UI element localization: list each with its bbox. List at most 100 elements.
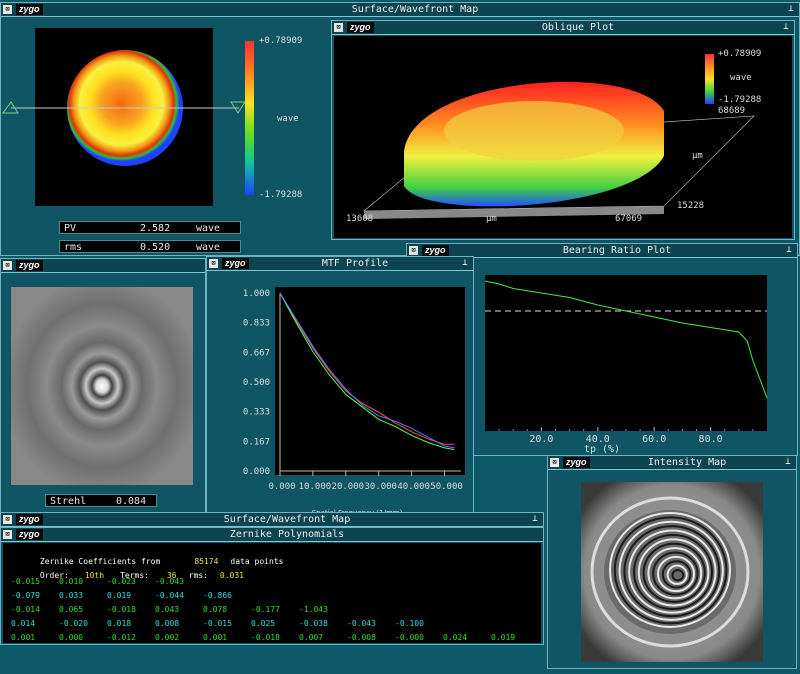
close-icon[interactable]: ⊠ (334, 23, 343, 32)
close-icon[interactable]: ⊠ (3, 261, 12, 270)
zernike-coeff: -0.038 (299, 619, 328, 628)
zernike-points: 85174 (194, 557, 219, 566)
window-title: Bearing Ratio Plot (562, 245, 672, 256)
pin-icon[interactable]: ⊥ (783, 22, 789, 32)
zernike-coeff: -0.043 (155, 577, 184, 586)
mtf-profile-titlebar[interactable]: ⊠ zygo MTF Profile ⊥ (207, 257, 473, 271)
zernike-coeff: -0.015 (11, 577, 40, 586)
pin-icon[interactable]: ⊥ (532, 514, 538, 524)
pv-unit: wave (196, 223, 221, 234)
rms-label: rms (64, 242, 83, 253)
zernike-coeff: 0.078 (203, 605, 228, 614)
pin-icon[interactable]: ⊥ (462, 258, 468, 268)
mtf-x-tick-label: 20.000 (332, 482, 365, 492)
oblique-surface-image (363, 81, 755, 219)
pin-icon[interactable]: ⊥ (788, 4, 794, 14)
fringe-ring (661, 560, 692, 589)
zernike-header-prefix: Zernike Coefficients from (39, 557, 161, 566)
mtf-y-tick-label: 0.833 (243, 319, 270, 329)
intensity-map-window: ⊠ zygo Intensity Map ⊥ (547, 455, 797, 669)
pin-icon[interactable]: ⊥ (786, 245, 792, 255)
zernike-coeff: -0.015 (203, 619, 232, 628)
pv-readout: PV 2.582 wave (59, 221, 241, 234)
psf-image (11, 287, 193, 485)
mtf-chart[interactable]: 1.000 0.833 0.667 0.500 0.333 0.167 0.000 0.000… (207, 271, 473, 517)
bearing-x-tick-label: 40.0 (586, 434, 610, 445)
mtf-y-tick-label: 0.167 (243, 437, 270, 447)
zernike-coeff-row: 0.001 0.000 -0.012 0.002 0.001 -0.018 0.007 -0.… (11, 633, 539, 642)
bearing-ratio-chart[interactable]: 20.0 40.0 60.0 80.0 tp (%) (407, 258, 799, 456)
close-icon[interactable]: ⊠ (550, 458, 559, 467)
close-icon[interactable]: ⊠ (209, 259, 218, 268)
rms-unit: wave (196, 242, 221, 253)
strehl-label: Strehl (50, 496, 87, 507)
zygo-logo: zygo (16, 260, 43, 271)
zernike-coeff: 0.019 (107, 591, 132, 600)
zernike-coeff: -0.043 (347, 619, 376, 628)
bearing-series-line (484, 280, 768, 399)
scale-max-label: +0.78909 (259, 36, 303, 46)
surface-map-titlebar[interactable]: ⊠ zygo Surface/Wavefront Map ⊥ (1, 3, 799, 17)
fringe-ring (671, 569, 685, 582)
bearing-x-tick-label: 60.0 (642, 434, 666, 445)
window-title: Intensity Map (647, 457, 727, 468)
fringe-ring (613, 516, 728, 625)
mtf-series-line-3 (279, 292, 455, 449)
close-icon[interactable]: ⊠ (3, 530, 12, 539)
oblique-plot-canvas[interactable] (334, 36, 792, 238)
zernike-coeff: 0.065 (59, 605, 84, 614)
order-value: 10th (84, 571, 105, 580)
zernike-header-suffix: data points (230, 557, 284, 566)
psf-titlebar[interactable]: ⊠ zygo (1, 259, 205, 273)
mtf-plot-area (275, 287, 465, 475)
terms-value: 36 (166, 571, 177, 580)
zernike-coeff: -0.079 (11, 591, 40, 600)
profile-line[interactable] (1, 98, 251, 118)
zernike-titlebar[interactable]: ⊠ zygo Zernike Polynomials (1, 528, 543, 542)
close-icon[interactable]: ⊠ (3, 515, 12, 524)
fringe-ring (647, 547, 703, 600)
mtf-y-tick-label: 0.500 (243, 378, 270, 388)
window-title: Zernike Polynomials (229, 529, 345, 540)
zygo-logo: zygo (16, 529, 43, 540)
oblique-z-extent: 68689 (718, 106, 746, 116)
oblique-scale-max: +0.78909 (718, 49, 762, 59)
psf-window: ⊠ zygo Strehl 0.0 (0, 258, 206, 514)
intensity-map-titlebar[interactable]: ⊠ zygo Intensity Map ⊥ (548, 456, 796, 470)
surface-map-canvas[interactable] (35, 28, 213, 206)
pin-icon[interactable]: ⊥ (785, 457, 791, 467)
zernike-coeff: -1.043 (299, 605, 328, 614)
oblique-scale-min: -1.79288 (718, 95, 762, 105)
zernike-text-panel[interactable]: Zernike Coefficients from 85174 data point… (3, 543, 541, 643)
mtf-y-tick-label: 0.000 (243, 467, 270, 477)
oblique-plot-window: ⊠ zygo Oblique Plot ⊥ +0.78909 wave -1.7… (331, 20, 795, 240)
zernike-coeff: 0.018 (107, 619, 132, 628)
mtf-x-tick-label: 10.000 (299, 482, 332, 492)
bearing-ratio-xlabel: tp (%) (584, 444, 620, 455)
mtf-x-tick-label: 30.000 (364, 482, 397, 492)
intensity-map-canvas[interactable] (581, 482, 763, 662)
mtf-y-tick-label: 1.000 (243, 289, 270, 299)
zernike-coeff: -0.008 (347, 633, 376, 642)
terms-label: Terms: (120, 571, 149, 580)
oblique-x-min: 13608 (346, 214, 374, 224)
fringe-ring (609, 512, 731, 628)
zernike-coeff: 0.001 (203, 633, 228, 642)
fringe-ring (633, 533, 713, 611)
zernike-coeff: -0.018 (251, 633, 280, 642)
zernike-back-titlebar[interactable]: ⊠ zygo Surface/Wavefront Map ⊥ (1, 513, 543, 527)
fringe-ring (666, 564, 688, 585)
fringe-ring (618, 520, 724, 621)
mtf-y-tick-label: 0.333 (243, 408, 270, 418)
bearing-ratio-titlebar[interactable]: ⊠ zygo Bearing Ratio Plot ⊥ (407, 244, 797, 258)
oblique-plot-titlebar[interactable]: ⊠ zygo Oblique Plot ⊥ (332, 21, 794, 35)
psf-canvas[interactable] (11, 287, 193, 485)
mtf-profile-window: ⊠ zygo MTF Profile ⊥ 1.000 0.833 0.667 0.50… (206, 256, 474, 518)
aperture-ring (590, 496, 750, 648)
zernike-coeff: 0.019 (491, 633, 516, 642)
close-icon[interactable]: ⊠ (409, 246, 418, 255)
rms-value: 0.031 (219, 571, 244, 580)
zernike-coeff: -0.023 (107, 577, 136, 586)
zernike-coeff: 0.025 (251, 619, 276, 628)
close-icon[interactable]: ⊠ (3, 5, 12, 14)
